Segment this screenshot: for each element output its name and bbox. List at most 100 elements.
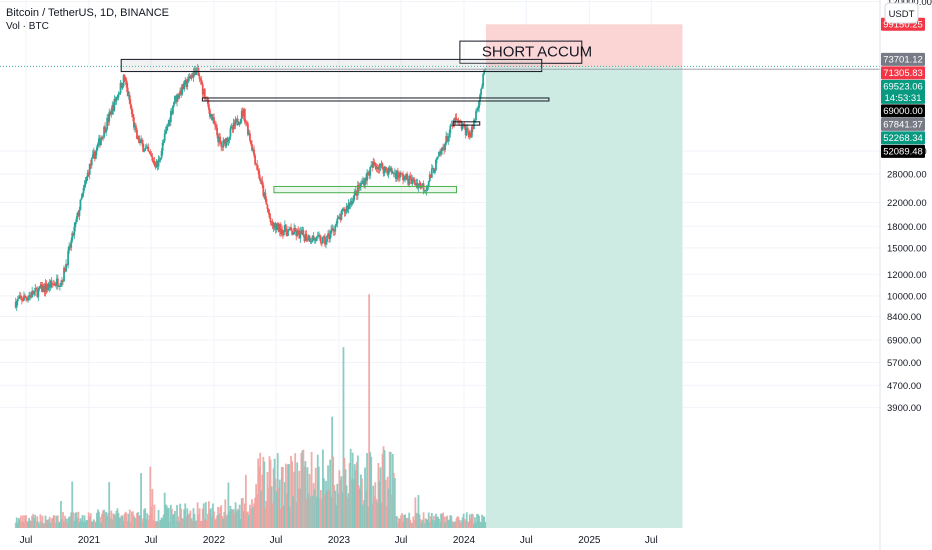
volume-bar — [347, 493, 350, 528]
candle-body — [239, 119, 242, 123]
volume-bar — [459, 522, 462, 528]
volume-bar — [144, 508, 147, 528]
stop-zone — [485, 24, 683, 68]
candle-body — [164, 130, 167, 134]
volume-bar — [78, 522, 81, 528]
candle-body — [184, 80, 187, 82]
candle-body — [295, 231, 298, 236]
candle-body — [406, 173, 409, 180]
candle-body — [400, 172, 402, 174]
volume-bar — [180, 508, 183, 528]
candle-body — [296, 230, 299, 236]
candle-body — [135, 125, 137, 130]
candle-body — [311, 235, 314, 242]
candle-body — [407, 179, 410, 185]
candle-body — [440, 150, 442, 155]
volume-bar — [156, 521, 159, 528]
candle-body — [432, 167, 435, 173]
volume-bar — [341, 492, 344, 528]
zone-small-box — [452, 121, 481, 126]
candle-body — [219, 136, 222, 142]
volume-bar — [288, 464, 290, 528]
x-axis[interactable]: Jul 2021 Jul 2022 Jul 2023 Jul 2024 Jul 2025 Jul — [20, 535, 658, 546]
volume-bar — [449, 515, 452, 528]
candle-body — [404, 176, 406, 179]
candle-body — [278, 224, 281, 232]
x-tick-label: 2022 — [203, 535, 226, 546]
candle-body — [268, 213, 271, 218]
candle-body — [118, 93, 121, 95]
candle-body — [398, 176, 400, 178]
candle-body — [255, 163, 258, 165]
candle-body — [418, 182, 421, 185]
volume-bar — [277, 488, 280, 528]
volume-bar — [479, 521, 481, 528]
volume-bar — [323, 478, 325, 528]
candle-body — [128, 95, 131, 104]
candle-body — [386, 169, 389, 175]
volume-bar — [219, 507, 222, 528]
candle-body — [77, 212, 80, 216]
candle-body — [460, 122, 463, 129]
candle-body — [238, 122, 241, 125]
candle-body — [132, 117, 135, 128]
volume-bar — [261, 474, 264, 528]
candle-body — [91, 154, 94, 159]
volume-bar — [48, 516, 51, 528]
price-badge-value: 52268.34 — [883, 133, 923, 144]
volume-bar — [181, 518, 184, 528]
candle-body — [139, 140, 141, 143]
volume-bar — [134, 517, 136, 528]
volume-bar — [195, 520, 198, 528]
volume-bar — [473, 523, 475, 528]
candle-body — [360, 182, 362, 187]
candle-body — [232, 122, 235, 130]
volume-bar — [484, 521, 487, 528]
zone-short-accum — [459, 40, 583, 64]
volume-bar — [99, 516, 101, 528]
volume-bar — [157, 509, 160, 528]
candle-body — [465, 127, 468, 136]
volume-bar — [27, 522, 29, 528]
volume-bar — [387, 488, 390, 528]
volume-bar — [411, 523, 414, 528]
candle-body — [271, 221, 274, 226]
price-badge-value: 52089.48 — [883, 147, 923, 158]
currency-button[interactable]: USDT — [884, 2, 919, 24]
volume-bar — [59, 521, 61, 528]
candle-body — [317, 235, 320, 236]
volume-bar — [141, 521, 143, 528]
candle-body — [247, 123, 249, 135]
candle-body — [399, 172, 401, 178]
volume-bar — [244, 474, 247, 528]
volume-bar — [206, 513, 209, 528]
candle-body — [431, 167, 434, 169]
volume-bar — [137, 512, 139, 528]
candle-body — [63, 267, 65, 282]
candle-body — [165, 126, 168, 131]
volume-bar — [266, 472, 269, 528]
candle-body — [203, 88, 206, 98]
price-badge-bg — [881, 79, 925, 104]
volume-bar — [114, 514, 117, 528]
volume-bar — [432, 515, 435, 528]
y-tick-label: 12000.00 — [887, 270, 927, 281]
volume-bar — [90, 521, 93, 528]
candle-body — [189, 76, 192, 79]
candle-body — [124, 79, 127, 81]
price-badge-value: 67841.37 — [883, 120, 923, 131]
candle-body — [179, 90, 182, 96]
y-tick-label: 15000.00 — [887, 243, 927, 254]
candle-body — [224, 139, 227, 147]
candle-body — [168, 119, 171, 123]
volume-bar — [292, 496, 295, 528]
volume-bar — [345, 485, 348, 528]
candle-body — [107, 117, 110, 122]
candle-body — [442, 147, 445, 149]
candle-body — [387, 167, 390, 175]
drawings[interactable] — [0, 40, 880, 194]
candle-body — [47, 283, 50, 288]
candle-body — [192, 72, 195, 78]
volume-bar — [483, 516, 486, 528]
